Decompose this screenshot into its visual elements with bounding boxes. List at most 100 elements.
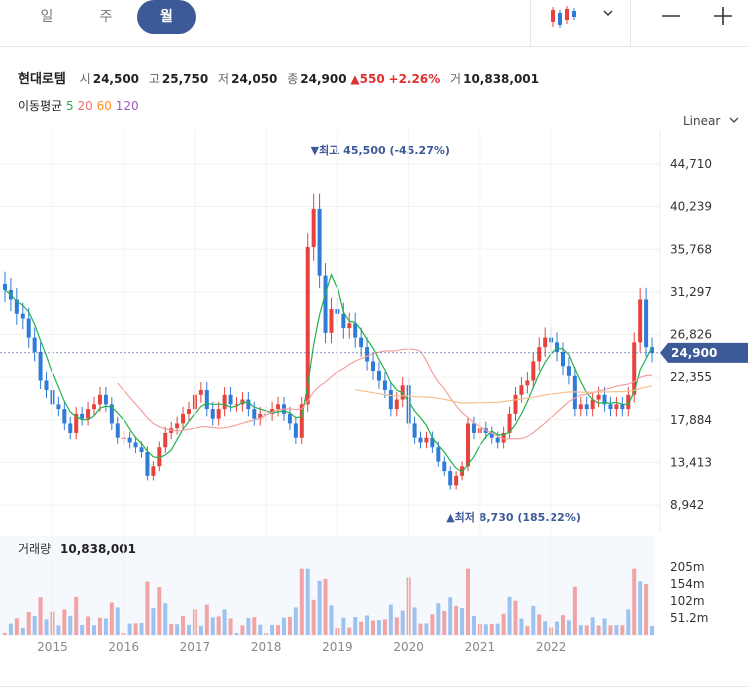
- volume-bar: [186, 624, 191, 635]
- chevron-down-icon: [729, 117, 739, 123]
- volume-bar: [68, 615, 73, 635]
- candle-body: [525, 380, 530, 386]
- candle-body: [341, 313, 346, 329]
- volume-bar: [103, 618, 108, 635]
- volume-bar: [121, 633, 126, 635]
- close-label: 종: [287, 72, 299, 86]
- volume-bar: [436, 603, 441, 635]
- volume-bar: [596, 625, 601, 635]
- volume-bar: [614, 625, 619, 635]
- candle-body: [50, 390, 55, 405]
- candle-body: [139, 447, 144, 453]
- volume-bar: [56, 625, 61, 635]
- candle-body: [365, 347, 370, 362]
- quote-summary: 현대로템 시 24,500 고 25,750 저 24,050 종 24,900 ▲55…: [18, 68, 539, 87]
- volume-bar: [20, 627, 25, 635]
- volume-bar: [507, 596, 512, 635]
- chart-type-button[interactable]: [548, 4, 580, 30]
- ma-120: 120: [115, 99, 139, 113]
- tab-day[interactable]: 일: [40, 9, 54, 25]
- volume-bar: [252, 617, 257, 635]
- candle-body: [566, 366, 571, 376]
- candle-body: [394, 399, 399, 410]
- volume-bar: [115, 607, 120, 635]
- volume-bar: [602, 618, 607, 635]
- close-value: 24,900: [300, 72, 347, 86]
- low-value: 24,050: [231, 72, 278, 86]
- volume-bar: [32, 616, 37, 635]
- volume-bar: [608, 625, 613, 635]
- candle-body: [234, 404, 239, 406]
- volume-bar: [127, 623, 132, 635]
- volume-bar: [109, 602, 114, 635]
- candle-body: [477, 428, 482, 433]
- change-value: ▲550: [350, 72, 385, 86]
- tab-month[interactable]: 월: [137, 0, 196, 34]
- y-tick-label: 17,884: [670, 413, 712, 427]
- chart-type-dropdown[interactable]: [600, 6, 616, 22]
- volume-bar: [495, 623, 500, 635]
- volume-bar: [26, 612, 31, 635]
- volume-bar: [359, 621, 364, 635]
- volume-bar: [466, 568, 471, 635]
- volume-bar: [531, 605, 536, 635]
- volume-bar: [543, 621, 548, 635]
- candle-body: [323, 275, 328, 333]
- candle-body: [388, 390, 393, 410]
- candle-body: [436, 447, 441, 462]
- candle-body: [62, 409, 67, 424]
- volume-bar: [650, 625, 655, 635]
- candle-body: [299, 404, 304, 438]
- candle-body: [276, 404, 281, 410]
- x-tick-label: 2021: [465, 640, 496, 654]
- candle-body: [311, 208, 316, 248]
- volume-bar: [471, 615, 476, 635]
- zoom-out-button[interactable]: [660, 6, 682, 26]
- candle-body: [371, 361, 376, 371]
- candle-body: [602, 394, 607, 405]
- volume-bar: [329, 605, 334, 635]
- candle-body: [549, 337, 554, 343]
- candle-body: [555, 342, 560, 352]
- volume-bar: [175, 624, 180, 635]
- volume-bar: [145, 581, 150, 635]
- ma-60: 60: [96, 99, 112, 113]
- candle-body: [305, 247, 310, 405]
- volume-bar: [210, 617, 215, 635]
- candle-body: [56, 404, 61, 410]
- volume-label: 거: [450, 72, 462, 86]
- y-tick-label: 8,942: [670, 498, 704, 512]
- y-tick-label: 35,768: [670, 242, 712, 256]
- candle-body: [620, 404, 625, 410]
- x-tick-label: 2016: [108, 640, 139, 654]
- volume-tick-label: 51.2m: [670, 611, 708, 625]
- volume-bar: [335, 627, 340, 635]
- ma-20: 20: [77, 99, 93, 113]
- candle-body: [204, 390, 209, 410]
- candle-body: [246, 399, 251, 410]
- chevron-down-icon: [603, 10, 613, 16]
- candle-body: [264, 413, 269, 415]
- volume-bar: [418, 623, 423, 635]
- high-label: 고: [148, 72, 160, 86]
- tab-week[interactable]: 주: [99, 9, 113, 25]
- candle-body: [127, 437, 132, 443]
- candle-body: [151, 466, 156, 476]
- x-tick-label: 2015: [37, 640, 68, 654]
- candle-body: [359, 337, 364, 348]
- ma-label: 이동평균: [18, 99, 63, 113]
- candle-body: [192, 394, 197, 410]
- volume-bar: [347, 627, 352, 635]
- zoom-in-button[interactable]: [712, 5, 734, 27]
- candle-body: [92, 404, 97, 410]
- candle-body: [471, 423, 476, 433]
- candle-body: [14, 299, 19, 314]
- volume-bar: [388, 604, 393, 635]
- candle-body: [80, 413, 85, 419]
- scale-selector[interactable]: Linear: [683, 114, 740, 128]
- candle-body: [578, 404, 583, 410]
- candle-body: [424, 437, 429, 443]
- candle-body: [460, 466, 465, 476]
- volume-bar: [365, 615, 370, 635]
- volume-bar: [406, 577, 411, 635]
